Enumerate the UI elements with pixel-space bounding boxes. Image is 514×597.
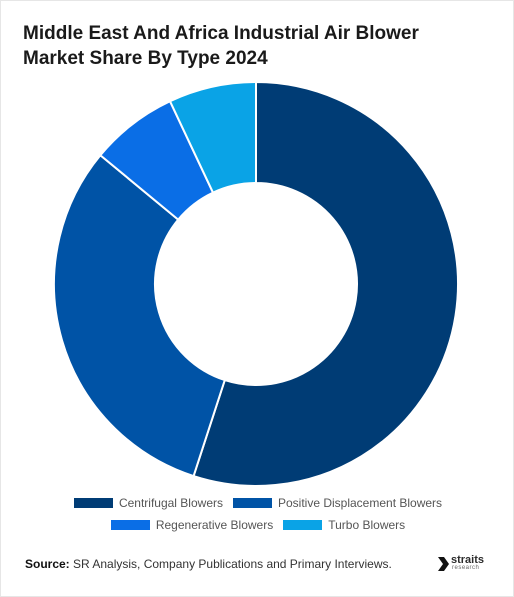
legend-swatch-positive-displacement <box>232 498 272 508</box>
legend-row-1: Centrifugal Blowers Positive Displacemen… <box>1 492 514 514</box>
legend-item-positive-displacement[interactable]: Positive Displacement Blowers <box>232 496 443 510</box>
donut-chart-area <box>1 71 514 491</box>
donut-chart <box>53 80 459 487</box>
source-note: Source: SR Analysis, Company Publication… <box>25 557 425 571</box>
legend-label: Regenerative Blowers <box>155 518 274 532</box>
straits-research-logo: straits research <box>437 553 497 575</box>
brand-subtitle: research <box>452 565 480 571</box>
legend-label: Positive Displacement Blowers <box>277 496 443 510</box>
legend-row-2: Regenerative Blowers Turbo Blowers <box>1 514 514 536</box>
legend-swatch-turbo <box>283 520 323 530</box>
legend-swatch-regenerative <box>110 520 150 530</box>
legend-label: Turbo Blowers <box>328 518 406 532</box>
legend: Centrifugal Blowers Positive Displacemen… <box>1 492 514 536</box>
legend-item-turbo[interactable]: Turbo Blowers <box>283 518 405 532</box>
donut-slice-centrifugal-blowers[interactable] <box>192 80 459 487</box>
title-line-2: Market Share By Type 2024 <box>23 48 268 69</box>
donut-slice-positive-displacement-blowers[interactable] <box>53 153 227 478</box>
legend-item-centrifugal[interactable]: Centrifugal Blowers <box>73 496 223 510</box>
donut-slice-turbo-blowers[interactable] <box>168 80 257 194</box>
legend-swatch-centrifugal <box>73 498 113 508</box>
chart-title: Middle East And Africa Industrial Air Bl… <box>23 21 493 71</box>
legend-label: Centrifugal Blowers <box>118 496 223 510</box>
legend-item-regenerative[interactable]: Regenerative Blowers <box>110 518 274 532</box>
source-label: Source: <box>25 557 70 571</box>
source-text: SR Analysis, Company Publications and Pr… <box>69 557 392 571</box>
brand-mark-icon <box>438 557 449 571</box>
brand-name: straits <box>451 554 485 566</box>
title-line-1: Middle East And Africa Industrial Air Bl… <box>23 23 419 44</box>
